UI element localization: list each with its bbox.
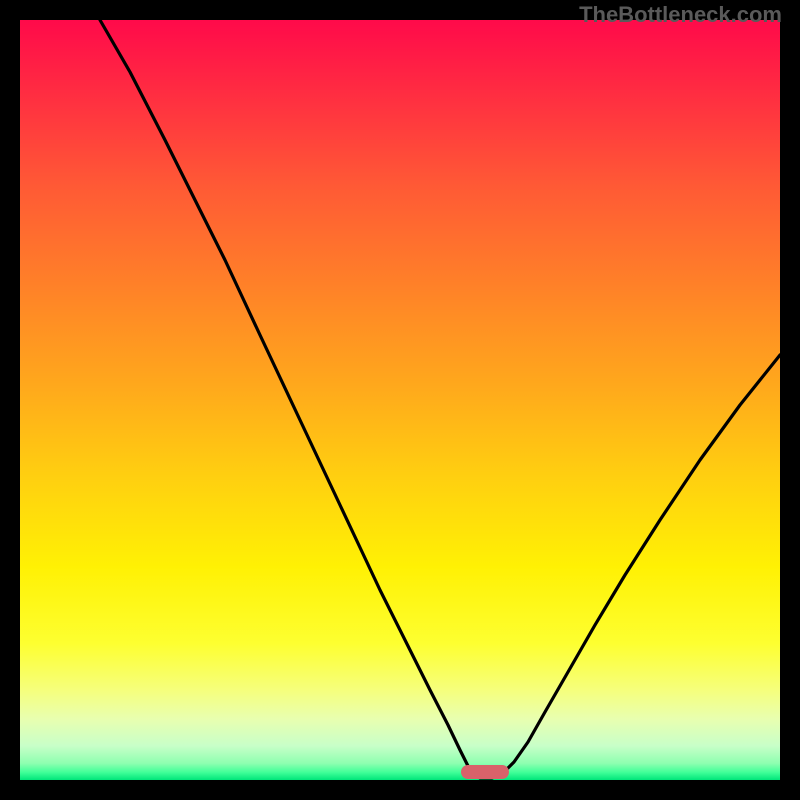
watermark-text: TheBottleneck.com: [579, 2, 782, 28]
bottleneck-curve: [100, 20, 780, 778]
optimum-marker: [461, 765, 509, 779]
curve-layer: [0, 0, 800, 800]
chart-container: TheBottleneck.com: [0, 0, 800, 800]
